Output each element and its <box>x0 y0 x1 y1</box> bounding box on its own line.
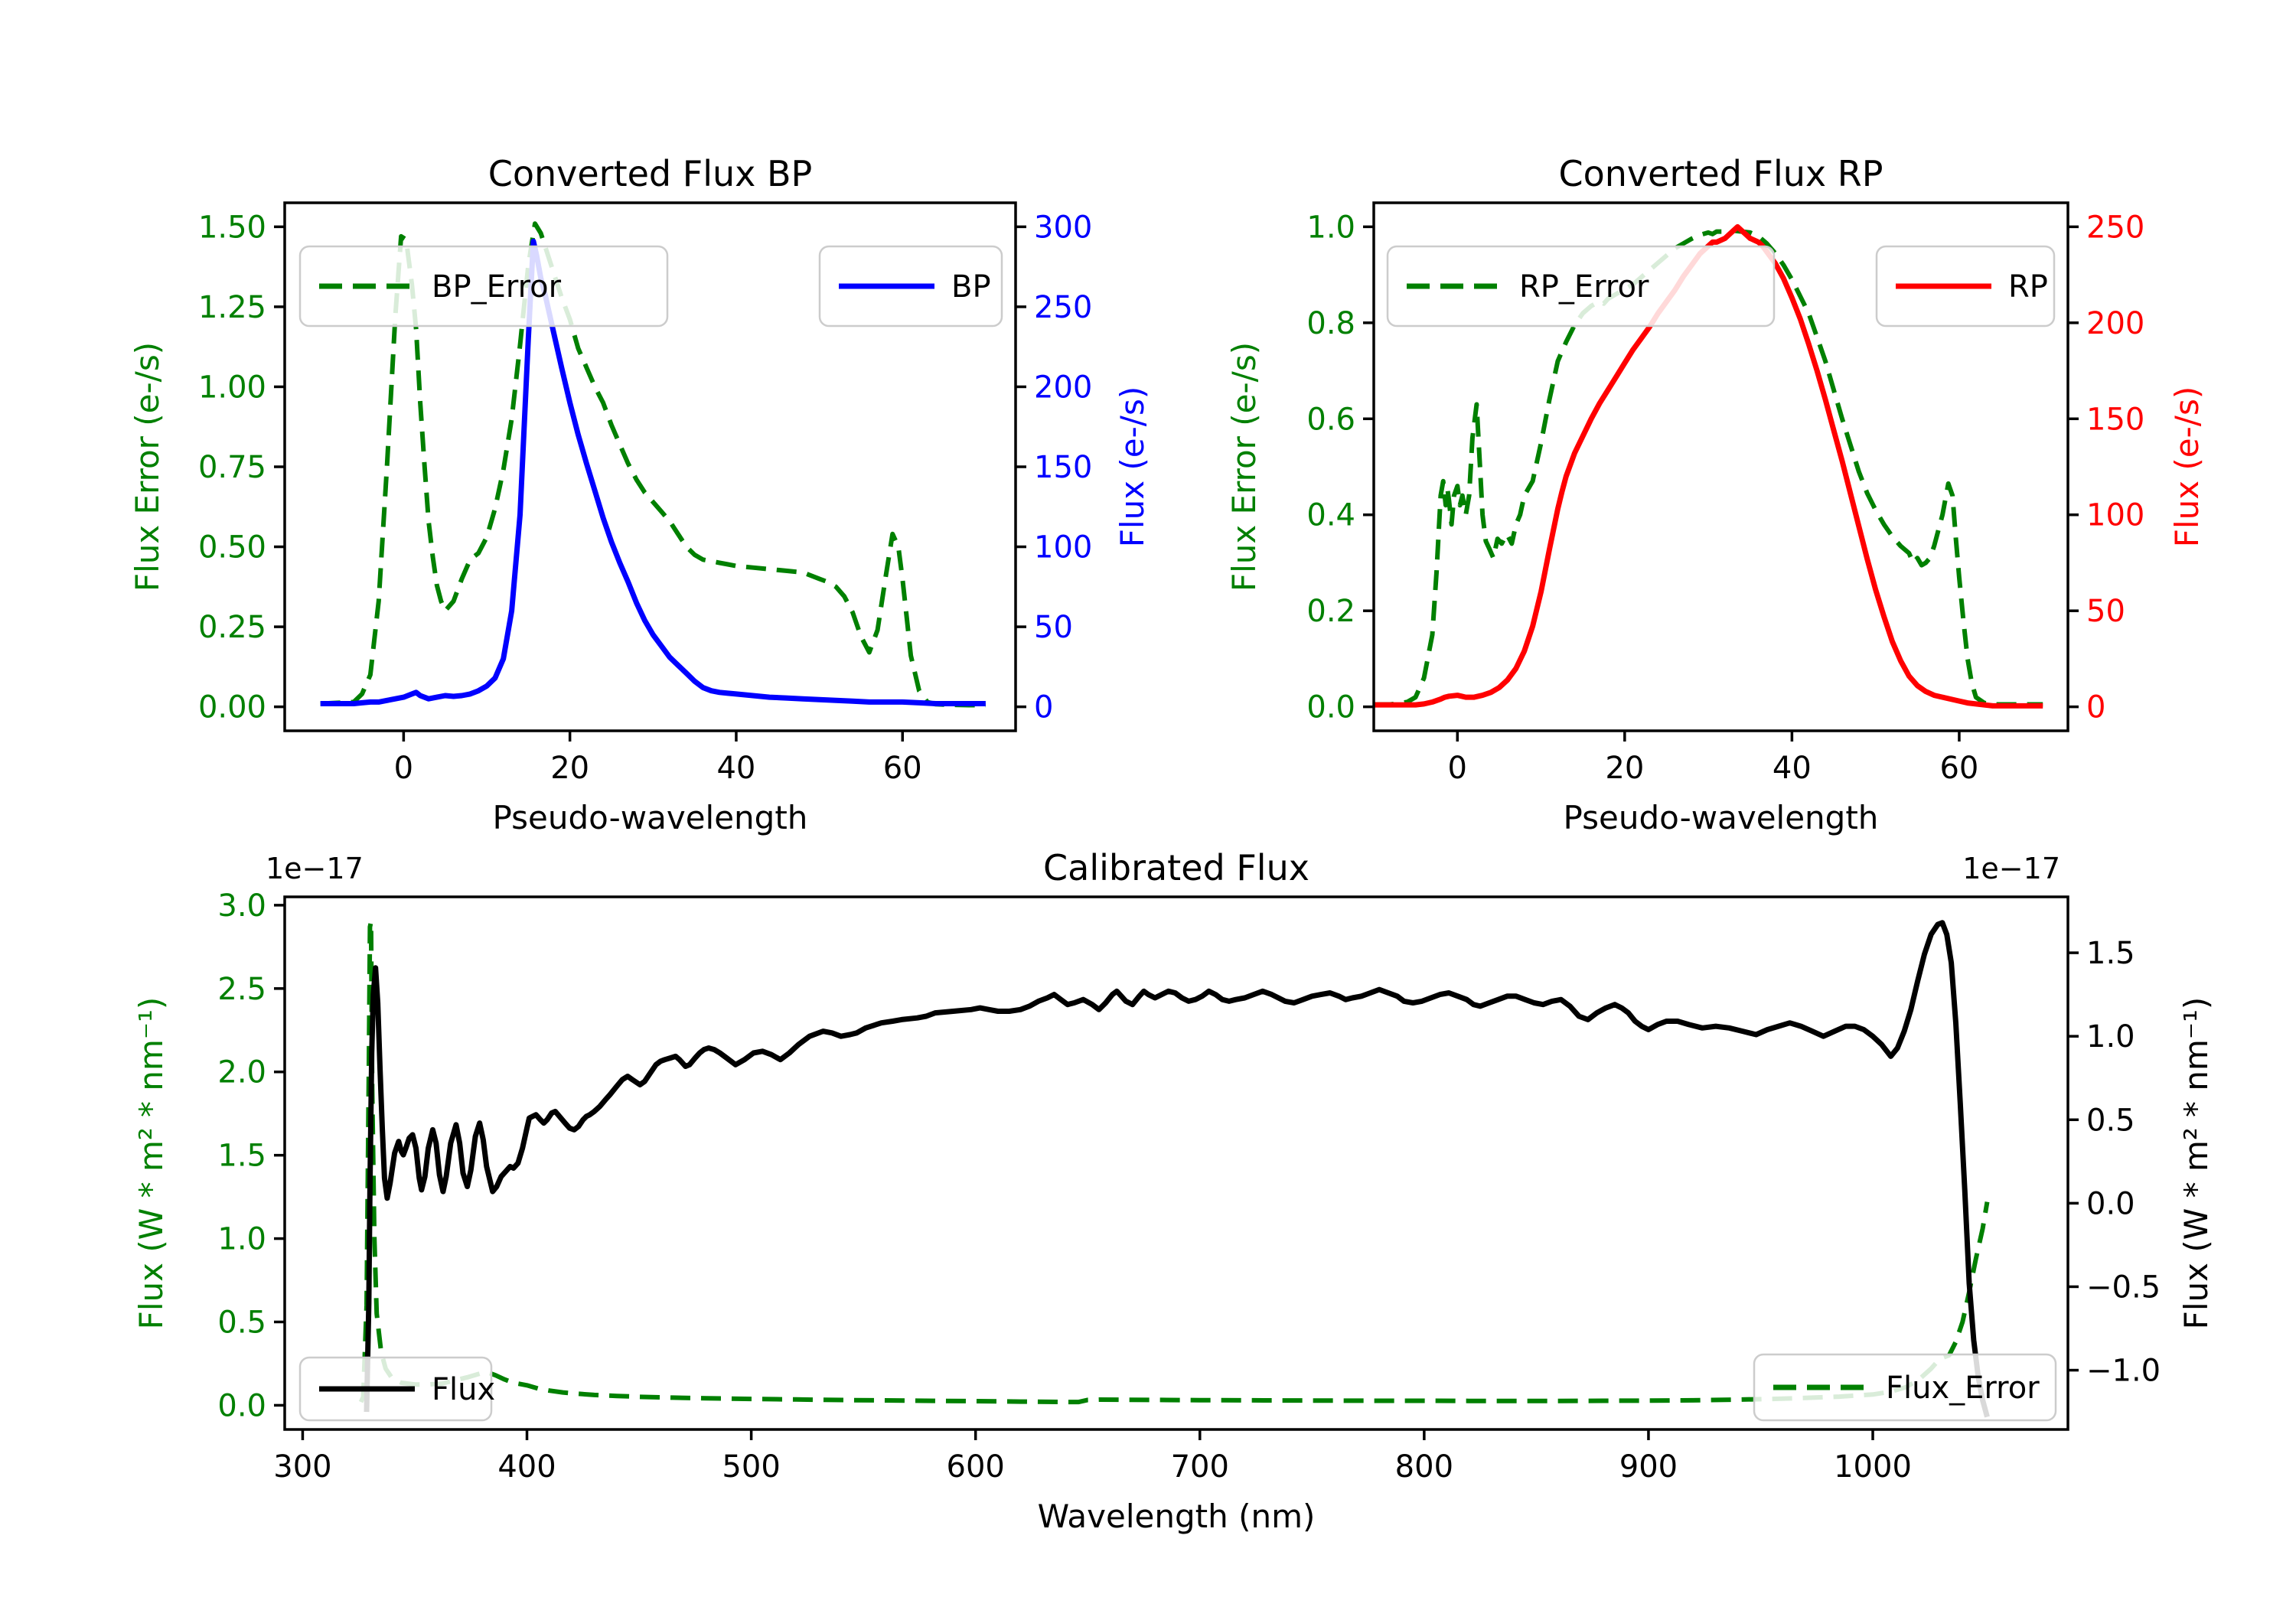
right-y-axis-label: Flux (e-/s) <box>1114 386 1151 547</box>
legend-box <box>1386 245 1776 328</box>
right-tick-label: 50 <box>1034 610 1073 645</box>
left-tick-label: 1.5 <box>217 1139 266 1174</box>
x-tick-label: 600 <box>947 1449 1005 1485</box>
left-y-axis-label: Flux (W * m² * nm⁻¹) <box>132 997 170 1330</box>
left-tick-label: 0.6 <box>1306 402 1355 437</box>
legend-bp_error: BP_Error <box>298 245 669 328</box>
chart-title: Calibrated Flux <box>1043 847 1309 888</box>
legend-label: Flux <box>432 1372 495 1407</box>
right-tick-label: −0.5 <box>2086 1270 2161 1305</box>
right-y-axis-label: Flux (e-/s) <box>2168 386 2206 547</box>
legend-rp_error: RP_Error <box>1386 245 1776 328</box>
left-tick-label: 1.0 <box>1306 210 1355 245</box>
legend-flux: Flux <box>298 1356 495 1422</box>
plot-spines <box>283 201 1017 732</box>
left-tick-label: 0.0 <box>217 1388 266 1423</box>
right-tick-label: 0 <box>2086 690 2105 725</box>
right-tick-label: 50 <box>2086 594 2125 629</box>
x-axis-label: Pseudo-wavelength <box>1564 799 1879 836</box>
x-tick-label: 300 <box>273 1449 331 1485</box>
x-tick-label: 60 <box>1939 751 1978 786</box>
legend-bp: BP <box>818 245 1003 328</box>
x-tick-label: 40 <box>716 751 755 786</box>
right-tick-label: 0.0 <box>2086 1186 2135 1221</box>
chart-title: Converted Flux BP <box>488 153 813 194</box>
chart-bp: 0 20 40 60 0.00 0.25 0.50 0.75 1.00 1.25 1.50 0 50 10… <box>129 153 1151 836</box>
left-tick-label: 1.0 <box>217 1222 266 1257</box>
right-tick-label: 0 <box>1034 690 1053 725</box>
left-tick-label: 1.25 <box>198 290 266 325</box>
right-offset-text: 1e−17 <box>1962 852 2060 885</box>
right-tick-label: 200 <box>2086 306 2144 341</box>
chart-title: Converted Flux RP <box>1559 153 1883 194</box>
left-y-axis-label: Flux Error (e-/s) <box>1225 342 1263 592</box>
right-y-axis-label: Flux (W * m² * nm⁻¹) <box>2177 997 2215 1330</box>
left-tick-label: 0.0 <box>1306 690 1355 725</box>
plot-spines <box>283 895 2069 1431</box>
x-tick-label: 400 <box>497 1449 556 1485</box>
legend-label: BP_Error <box>432 269 562 305</box>
left-tick-label: 0.00 <box>198 690 266 725</box>
x-tick-label: 700 <box>1171 1449 1229 1485</box>
left-tick-label: 0.8 <box>1306 306 1355 341</box>
legend-rp: RP <box>1875 245 2056 328</box>
right-tick-label: 250 <box>2086 210 2144 245</box>
x-tick-label: 500 <box>722 1449 780 1485</box>
x-tick-label: 800 <box>1395 1449 1453 1485</box>
x-tick-label: 0 <box>394 751 413 786</box>
right-tick-label: 250 <box>1034 290 1092 325</box>
x-axis-label: Wavelength (nm) <box>1038 1498 1316 1535</box>
left-tick-label: 0.5 <box>217 1305 266 1340</box>
x-tick-label: 1000 <box>1834 1449 1912 1485</box>
x-tick-label: 20 <box>1605 751 1644 786</box>
right-tick-label: 1.5 <box>2086 936 2135 971</box>
bp_error-series-line <box>320 221 986 708</box>
right-tick-label: 100 <box>2086 498 2144 533</box>
right-tick-label: 100 <box>1034 530 1092 566</box>
right-tick-label: 150 <box>2086 402 2144 437</box>
left-tick-label: 1.00 <box>198 370 266 405</box>
x-tick-label: 900 <box>1619 1449 1678 1485</box>
left-tick-label: 1.50 <box>198 210 266 245</box>
left-tick-label: 3.0 <box>217 888 266 924</box>
right-tick-label: 1.0 <box>2086 1019 2135 1054</box>
legend-box <box>298 245 669 328</box>
legend-label: Flux_Error <box>1886 1371 2040 1406</box>
plot-spines <box>1372 201 2069 732</box>
left-tick-label: 0.4 <box>1306 498 1355 533</box>
legend-label: RP_Error <box>1519 269 1649 305</box>
left-tick-label: 0.2 <box>1306 594 1355 629</box>
flux-series-line <box>364 920 1990 1418</box>
legend-label: RP <box>2008 269 2048 305</box>
rp-series-line <box>1374 223 2043 709</box>
legend-flux_error: Flux_Error <box>1753 1353 2057 1422</box>
left-y-axis-label: Flux Error (e-/s) <box>129 342 166 592</box>
x-axis-label: Pseudo-wavelength <box>493 799 808 836</box>
left-tick-label: 0.75 <box>198 450 266 485</box>
left-offset-text: 1e−17 <box>266 852 364 885</box>
right-tick-label: 300 <box>1034 210 1092 245</box>
x-tick-label: 20 <box>550 751 589 786</box>
right-tick-label: −1.0 <box>2086 1354 2161 1389</box>
left-tick-label: 0.25 <box>198 610 266 645</box>
left-tick-label: 0.50 <box>198 530 266 566</box>
x-tick-label: 60 <box>883 751 922 786</box>
left-tick-label: 2.5 <box>217 972 266 1007</box>
chart-rp: 0 20 40 60 0.0 0.2 0.4 0.6 0.8 1.0 0 50 100 150 200 250… <box>1225 153 2206 836</box>
legend-box <box>1753 1353 2057 1422</box>
chart-calibrated-flux: 300 400 500 600 700 800 900 1000 0.0 0.5 1.0 1.5 2.0… <box>132 847 2215 1535</box>
right-tick-label: 200 <box>1034 370 1092 405</box>
right-tick-label: 0.5 <box>2086 1103 2135 1138</box>
right-tick-label: 150 <box>1034 450 1092 485</box>
x-tick-label: 0 <box>1448 751 1467 786</box>
left-tick-label: 2.0 <box>217 1055 266 1090</box>
x-tick-label: 40 <box>1773 751 1812 786</box>
legend-label: BP <box>951 269 991 305</box>
bp-series-line <box>320 238 986 706</box>
